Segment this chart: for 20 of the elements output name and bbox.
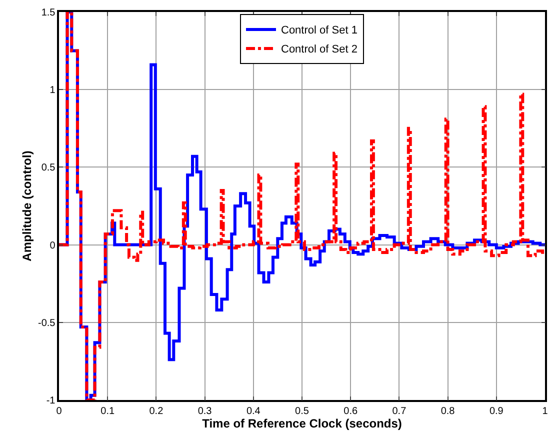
y-tick-label: 0 <box>50 240 56 252</box>
x-tick-label: 0.9 <box>489 406 504 417</box>
x-tick-label: 1 <box>542 406 548 417</box>
x-tick-label: 0.5 <box>295 406 310 417</box>
x-tick-label: 0.8 <box>440 406 456 417</box>
x-tick-label: 0.3 <box>198 406 212 417</box>
y-tick-label: 0.5 <box>41 162 56 174</box>
y-axis-title: Amplitude (control) <box>20 150 34 262</box>
x-tick-label: 0.1 <box>100 406 115 417</box>
legend-label: Control of Set 1 <box>281 24 358 37</box>
x-tick-label: 0.2 <box>149 406 164 417</box>
legend-label: Control of Set 2 <box>281 44 358 56</box>
y-tick-label: 1 <box>50 85 56 96</box>
x-tick-label: 0.7 <box>392 406 407 417</box>
y-tick-label: -0.5 <box>38 318 56 329</box>
y-tick-label: 1.5 <box>41 8 56 18</box>
x-tick-label: 0.4 <box>246 406 261 417</box>
x-tick-label: 0.6 <box>344 406 358 417</box>
x-axis-title: Time of Reference Clock (seconds) <box>202 416 402 431</box>
y-tick-label: -1 <box>46 396 56 406</box>
